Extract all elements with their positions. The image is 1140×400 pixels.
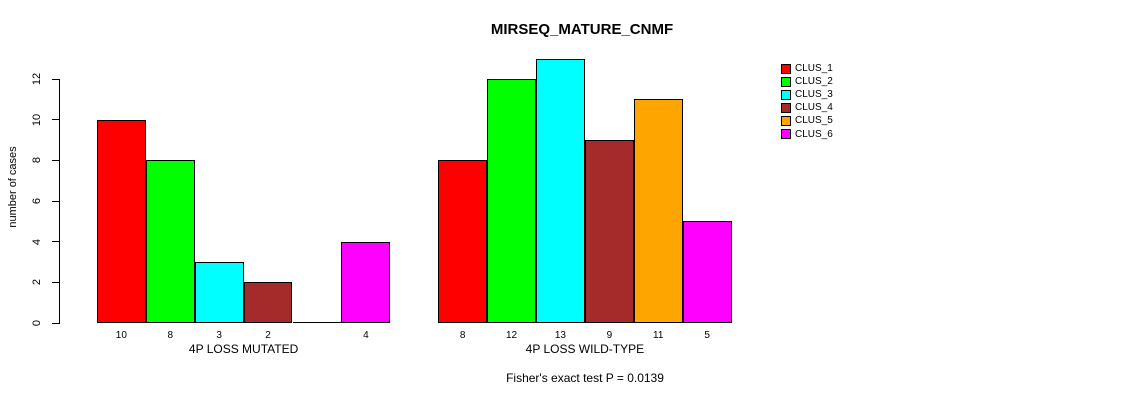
bar-clus_1-group2	[438, 160, 488, 323]
bar-clus_6-group2	[682, 221, 732, 323]
y-tick-label: 6	[31, 197, 43, 205]
bar-value-label: 5	[704, 330, 710, 341]
footnote: Fisher's exact test P = 0.0139	[506, 371, 664, 385]
chart-title: MIRSEQ_MATURE_CNMF	[490, 21, 674, 38]
bar-clus_4-group1	[243, 282, 293, 323]
bar-value-label: 8	[459, 330, 466, 341]
y-tick	[52, 200, 59, 202]
legend-item-clus_6: CLUS_6	[781, 129, 833, 140]
x-axis-group-label: 4P LOSS MUTATED	[188, 342, 299, 356]
bar-clus_2-group2	[487, 79, 536, 323]
bar-clus_6-group1	[341, 241, 391, 323]
legend-swatch-clus_5	[781, 115, 791, 126]
legend-item-clus_3: CLUS_3	[781, 89, 833, 100]
y-tick-label: 12	[31, 72, 43, 86]
legend-item-clus_1: CLUS_1	[781, 63, 833, 74]
y-tick	[52, 241, 59, 243]
legend-label: CLUS_3	[795, 89, 833, 101]
legend-swatch-clus_3	[781, 89, 791, 100]
bar-value-label: 9	[606, 330, 613, 341]
bar-clus_4-group2	[584, 140, 634, 323]
bar-clus_3-group2	[536, 58, 585, 323]
bar-value-label: 10	[115, 330, 127, 341]
y-tick	[52, 78, 59, 80]
y-tick-label: 2	[31, 279, 43, 286]
bar-value-label: 12	[505, 330, 518, 341]
legend-item-clus_4: CLUS_4	[781, 102, 833, 113]
legend-label: CLUS_2	[795, 76, 833, 88]
bar-value-label: 13	[554, 330, 566, 341]
y-tick-label: 4	[31, 238, 43, 245]
legend-swatch-clus_6	[781, 129, 791, 139]
bar-clus_5-group2	[633, 99, 683, 323]
bar-clus_2-group1	[145, 160, 195, 323]
y-tick-label: 0	[31, 319, 43, 327]
bar-value-label: 11	[653, 330, 664, 341]
y-axis-line	[59, 79, 60, 324]
y-tick	[52, 322, 59, 324]
legend-swatch-clus_1	[781, 63, 791, 74]
y-tick-label: 10	[31, 113, 43, 126]
bar-value-label: 8	[167, 330, 174, 341]
bar-clus_5-group1	[292, 322, 343, 323]
y-axis-label: number of cases	[7, 146, 19, 228]
legend-item-clus_5: CLUS_5	[781, 115, 833, 126]
x-axis-group-label: 4P LOSS WILD-TYPE	[525, 342, 645, 356]
y-tick	[52, 119, 59, 121]
bar-clus_1-group1	[96, 119, 146, 323]
bar-value-label: 4	[363, 330, 369, 341]
bar-value-label: 3	[216, 330, 222, 341]
y-tick-label: 8	[31, 157, 43, 164]
legend-swatch-clus_2	[781, 76, 791, 87]
y-tick	[52, 281, 59, 283]
legend-label: CLUS_1	[795, 63, 833, 74]
y-tick	[52, 159, 59, 161]
legend-label: CLUS_5	[795, 115, 833, 127]
bar-clus_3-group1	[194, 262, 244, 323]
legend-label: CLUS_6	[795, 128, 833, 140]
legend-item-clus_2: CLUS_2	[781, 76, 833, 87]
legend-swatch-clus_4	[781, 102, 791, 113]
bar-value-label: 2	[265, 330, 271, 341]
legend-label: CLUS_4	[795, 102, 833, 114]
